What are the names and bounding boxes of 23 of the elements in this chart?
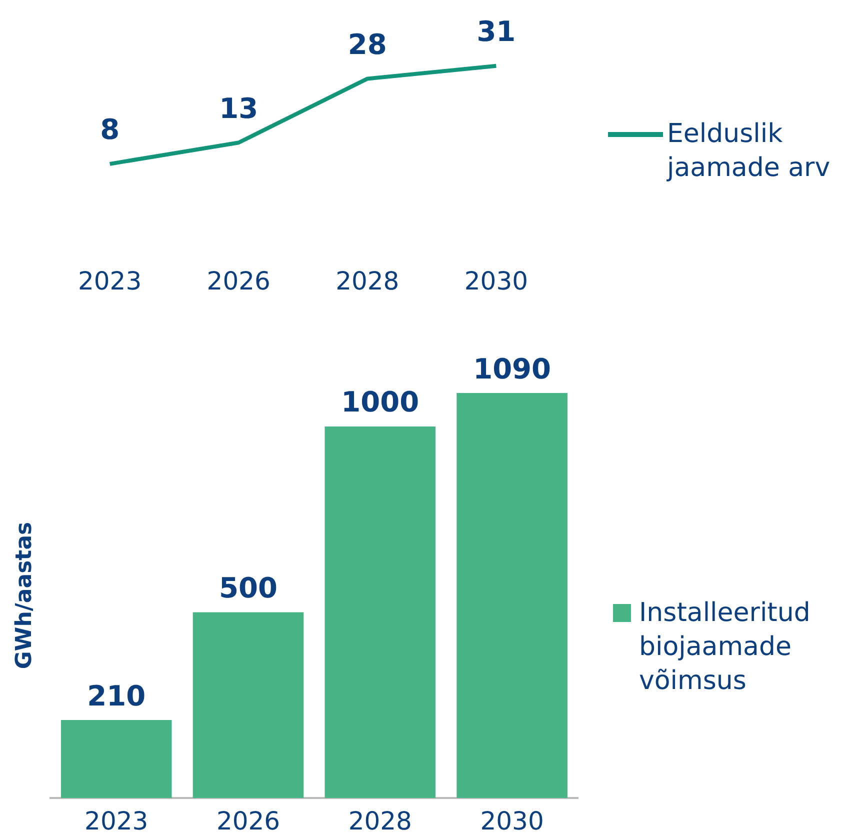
x-tick-label: 2026: [216, 806, 280, 836]
x-tick-label: 2023: [84, 806, 148, 836]
legend-label: Eelduslik jaamade arv: [667, 118, 832, 185]
data-label: 1090: [473, 352, 552, 386]
data-label: 13: [219, 92, 258, 125]
data-label: 500: [219, 572, 278, 604]
data-label: 1000: [341, 386, 420, 419]
bar: [60, 720, 172, 798]
bar: [324, 426, 436, 798]
x-tick-label: 2023: [78, 266, 142, 296]
data-label: 28: [348, 28, 387, 61]
data-label: 210: [87, 679, 146, 712]
y-axis-title: GWh/aastas: [12, 522, 37, 670]
x-tick-label: 2028: [336, 266, 400, 296]
data-label: 8: [100, 113, 120, 146]
legend-label: Installeeritud biojaamade võimsus: [639, 596, 812, 698]
data-label: 31: [476, 15, 516, 48]
bar: [192, 612, 304, 798]
x-tick-label: 2030: [480, 806, 544, 836]
x-tick-label: 2030: [464, 266, 528, 296]
x-tick-label: 2028: [348, 806, 412, 836]
x-tick-label: 2026: [206, 266, 270, 296]
bar: [456, 393, 568, 798]
